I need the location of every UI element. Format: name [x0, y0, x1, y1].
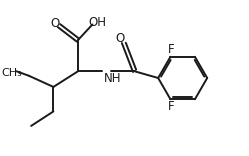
Text: NH: NH	[104, 72, 121, 85]
Text: O: O	[50, 17, 60, 30]
Text: OH: OH	[88, 16, 106, 29]
Text: F: F	[168, 43, 175, 56]
Text: F: F	[168, 100, 175, 113]
Text: CH₃: CH₃	[1, 68, 22, 78]
Text: O: O	[115, 32, 124, 45]
